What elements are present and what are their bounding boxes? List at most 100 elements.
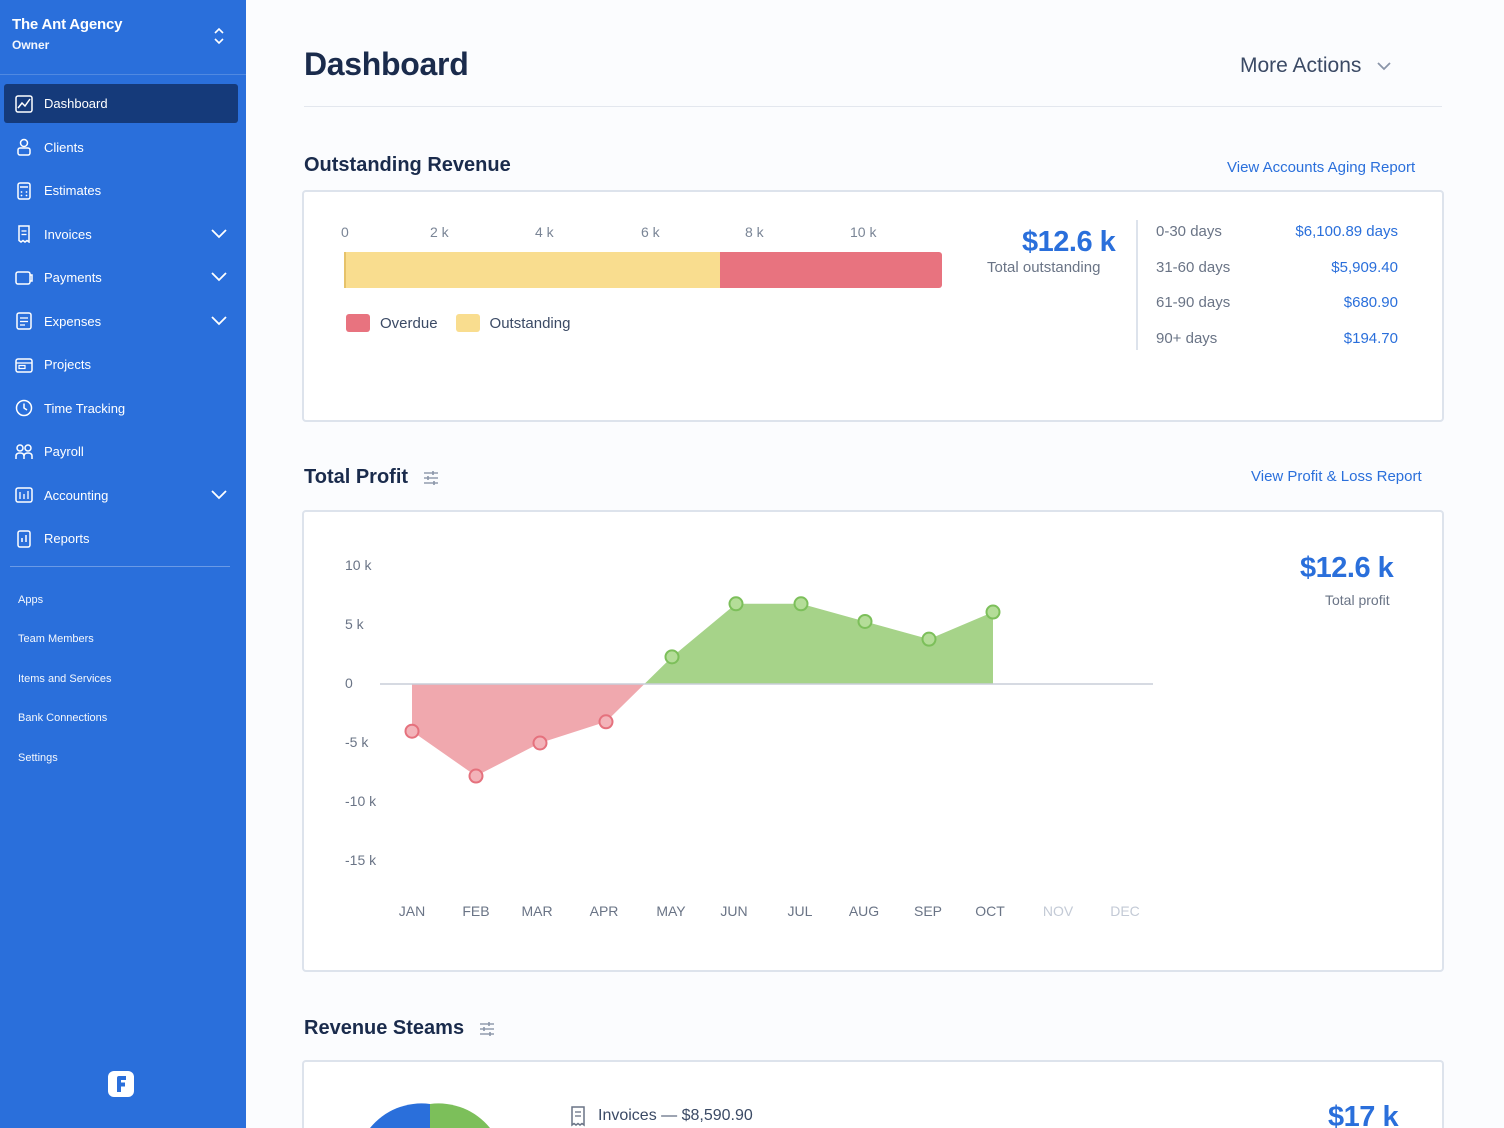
axis-tick-label: 8 k [745, 224, 764, 240]
outstanding-revenue-card [302, 190, 1444, 422]
profit-area-negative [412, 684, 645, 777]
chevron-down-icon [211, 228, 227, 238]
filter-sliders-icon[interactable] [478, 1020, 496, 1038]
outstanding-revenue-title: Outstanding Revenue [304, 154, 511, 177]
section-title-text: Total Profit [304, 466, 409, 488]
sidebar-divider [10, 566, 230, 567]
bar-axis-line [344, 252, 346, 288]
sidebar-item-label: Clients [44, 139, 84, 155]
section-title-text: Revenue Steams [304, 1017, 465, 1039]
x-tick-label: SEP [913, 903, 943, 919]
aging-value[interactable]: $194.70 [1343, 330, 1398, 347]
axis-tick-label: 0 [341, 224, 349, 240]
pie-slice-green [430, 1103, 490, 1128]
aging-value[interactable]: $6,100.89 days [1295, 223, 1398, 240]
revenue-streams-pie [370, 1103, 490, 1128]
sidebar-item-dashboard[interactable]: Dashboard [4, 84, 238, 123]
profit-point-jun [728, 596, 744, 612]
sidebar-item-clients[interactable]: Clients [4, 128, 238, 167]
org-switcher[interactable]: The Ant Agency Owner [12, 16, 230, 62]
aging-row: 0-30 days $6,100.89 days [1156, 223, 1398, 247]
sidebar-item-bank-connections[interactable]: Bank Connections [18, 712, 108, 725]
x-tick-label: DEC [1110, 903, 1140, 919]
aging-value[interactable]: $680.90 [1343, 294, 1398, 311]
view-profit-loss-link[interactable]: View Profit & Loss Report [1251, 468, 1422, 485]
sidebar-item-accounting[interactable]: Accounting [4, 476, 238, 515]
profit-point-oct [985, 604, 1001, 620]
chevron-up-down-icon [214, 27, 224, 45]
sidebar-item-projects[interactable]: Projects [4, 345, 238, 384]
view-accounts-aging-link[interactable]: View Accounts Aging Report [1227, 159, 1416, 176]
clock-icon [14, 398, 34, 418]
invoice-icon [14, 224, 34, 244]
sidebar-item-reports[interactable]: Reports [4, 519, 238, 558]
sidebar-subnav: Apps Team Members Items and Services Ban… [18, 580, 238, 778]
sidebar: The Ant Agency Owner Dashboard Clients E… [0, 0, 246, 1128]
aging-row: 31-60 days $5,909.40 [1156, 259, 1398, 283]
x-tick-label: JAN [398, 903, 426, 919]
filter-sliders-icon[interactable] [422, 469, 440, 487]
x-tick-label: JUL [787, 903, 813, 919]
sidebar-item-time-tracking[interactable]: Time Tracking [4, 389, 238, 428]
sidebar-item-payroll[interactable]: Payroll [4, 432, 238, 471]
chart-line-icon [14, 94, 34, 114]
legend-label-overdue: Overdue [380, 314, 438, 332]
profit-point-may [664, 649, 680, 665]
x-tick-label: AUG [848, 903, 880, 919]
profit-point-apr [598, 714, 614, 730]
chevron-down-icon [211, 489, 227, 499]
chevron-down-icon [211, 272, 227, 282]
revenue-streams-card [302, 1060, 1444, 1128]
ledger-icon [14, 485, 34, 505]
sidebar-item-label: Payroll [44, 444, 84, 459]
folder-icon [14, 355, 34, 375]
profit-point-feb [468, 768, 484, 784]
sidebar-item-estimates[interactable]: Estimates [4, 171, 238, 210]
sidebar-item-label: Accounting [44, 487, 109, 503]
x-tick-label: MAR [521, 903, 553, 919]
outstanding-legend: Overdue Outstanding [346, 314, 570, 332]
legend-label-outstanding: Outstanding [489, 314, 571, 332]
sidebar-item-label: Projects [44, 357, 91, 372]
legend-swatch-outstanding [455, 314, 480, 332]
y-tick-label: 0 [345, 675, 353, 691]
profit-point-sep [921, 631, 937, 647]
sidebar-item-items-and-services[interactable]: Items and Services [18, 672, 112, 685]
sidebar-item-invoices[interactable]: Invoices [4, 215, 238, 254]
sidebar-item-label: Payments [44, 270, 102, 285]
aging-value[interactable]: $5,909.40 [1331, 259, 1398, 276]
x-tick-label: JUN [720, 903, 748, 919]
legend-swatch-overdue [346, 314, 370, 332]
header-divider [304, 106, 1442, 107]
total-outstanding-value: $12.6 k [1022, 226, 1116, 258]
y-tick-label: -10 k [345, 793, 377, 809]
y-tick-label: -5 k [345, 734, 369, 750]
y-tick-label: 5 k [345, 616, 364, 632]
more-actions-label: More Actions [1240, 54, 1362, 77]
total-profit-value: $12.6 k [1300, 552, 1394, 584]
sidebar-item-label: Invoices [44, 226, 92, 242]
aging-label: 31-60 days [1156, 259, 1231, 276]
y-tick-label: -15 k [345, 852, 377, 868]
overdue-bar[interactable] [719, 252, 943, 288]
profit-point-mar [532, 735, 548, 751]
sidebar-item-label: Reports [44, 531, 90, 546]
sidebar-item-team-members[interactable]: Team Members [18, 633, 94, 646]
aging-row: 90+ days $194.70 [1156, 330, 1398, 354]
outstanding-bar[interactable] [344, 252, 720, 288]
sidebar-item-expenses[interactable]: Expenses [4, 302, 238, 341]
x-tick-label: FEB [462, 903, 490, 919]
more-actions-button[interactable]: More Actions [1240, 48, 1440, 84]
revenue-stream-invoices: Invoices — $8,590.90 [568, 1105, 753, 1127]
sidebar-item-payments[interactable]: Payments [4, 258, 238, 297]
axis-tick-label: 10 k [850, 224, 877, 240]
sidebar-item-apps[interactable]: Apps [18, 593, 44, 606]
chevron-down-icon [211, 315, 227, 325]
sidebar-divider [0, 74, 246, 75]
sidebar-item-settings[interactable]: Settings [18, 751, 58, 764]
people-icon [14, 442, 34, 462]
calculator-icon [14, 181, 34, 201]
sidebar-nav: Dashboard Clients Estimates Invoices [4, 84, 238, 563]
invoice-icon [571, 1106, 585, 1127]
